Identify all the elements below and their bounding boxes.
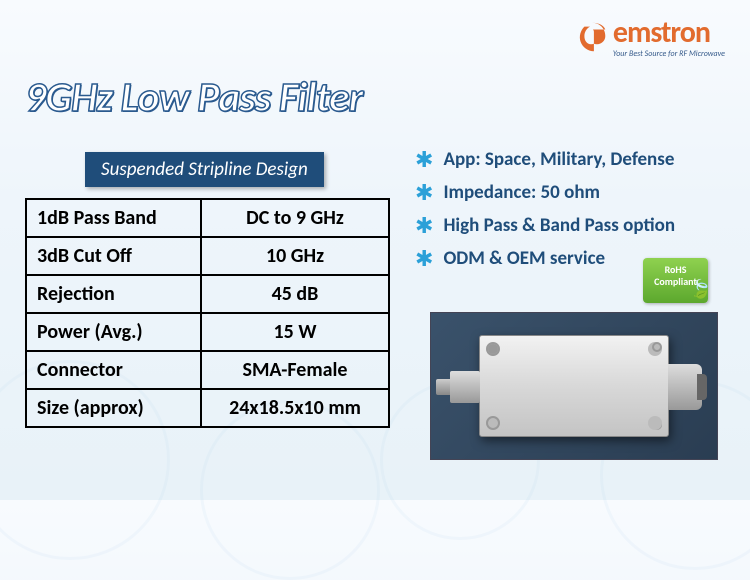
- feature-text: Impedance: 50 ohm: [443, 181, 600, 204]
- table-row: ConnectorSMA-Female: [26, 351, 389, 389]
- brand-tagline: Your Best Source for RF Microwave: [613, 50, 725, 58]
- brand-logo: emstron Your Best Source for RF Microwav…: [573, 18, 725, 58]
- subtitle-banner: Suspended Stripline Design: [85, 152, 324, 187]
- feature-item: ✱ App: Space, Military, Defense: [415, 148, 735, 171]
- spec-label: Size (approx): [26, 389, 201, 427]
- spec-value: SMA-Female: [201, 351, 389, 389]
- table-row: 3dB Cut Off10 GHz: [26, 237, 389, 275]
- spec-label: 1dB Pass Band: [26, 199, 201, 237]
- filter-enclosure: [479, 335, 669, 437]
- leaf-icon: 🍃: [690, 279, 712, 301]
- spec-value: 10 GHz: [201, 237, 389, 275]
- rohs-badge: RoHS Compliant 🍃: [643, 258, 708, 303]
- screw-icon: [652, 342, 662, 352]
- bullet-icon: ✱: [415, 215, 433, 237]
- spec-label: Power (Avg.): [26, 313, 201, 351]
- table-row: 1dB Pass BandDC to 9 GHz: [26, 199, 389, 237]
- page-title: 9GHz Low Pass Filter: [25, 72, 362, 123]
- product-photo: [430, 312, 718, 460]
- bullet-icon: ✱: [415, 182, 433, 204]
- spec-value: 24x18.5x10 mm: [201, 389, 389, 427]
- spec-table: 1dB Pass BandDC to 9 GHz 3dB Cut Off10 G…: [25, 198, 390, 428]
- feature-text: ODM & OEM service: [443, 247, 605, 270]
- brand-name: emstron: [613, 18, 725, 48]
- feature-item: ✱ High Pass & Band Pass option: [415, 214, 735, 237]
- spec-value: DC to 9 GHz: [201, 199, 389, 237]
- sma-connector-icon: [668, 364, 702, 410]
- bullet-icon: ✱: [415, 149, 433, 171]
- table-row: Rejection45 dB: [26, 275, 389, 313]
- spec-label: Connector: [26, 351, 201, 389]
- spec-value: 45 dB: [201, 275, 389, 313]
- feature-text: App: Space, Military, Defense: [443, 148, 674, 171]
- table-row: Power (Avg.)15 W: [26, 313, 389, 351]
- feature-text: High Pass & Band Pass option: [443, 214, 675, 237]
- screw-icon: [652, 420, 662, 430]
- logo-mark-icon: [573, 19, 611, 57]
- sma-connector-icon: [450, 371, 480, 403]
- spec-value: 15 W: [201, 313, 389, 351]
- feature-item: ✱ Impedance: 50 ohm: [415, 181, 735, 204]
- spec-label: Rejection: [26, 275, 201, 313]
- spec-label: 3dB Cut Off: [26, 237, 201, 275]
- table-row: Size (approx)24x18.5x10 mm: [26, 389, 389, 427]
- bullet-icon: ✱: [415, 248, 433, 270]
